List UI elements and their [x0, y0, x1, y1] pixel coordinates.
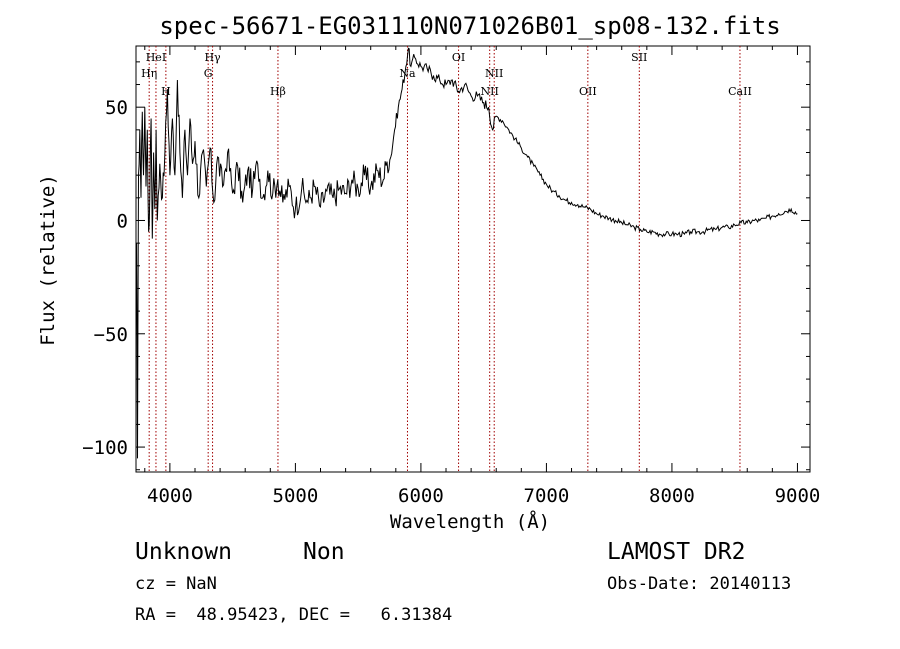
class-label: Unknown [135, 539, 232, 565]
subclass-label: Non [303, 539, 345, 565]
spectral-line-label: Hγ [204, 51, 221, 64]
spectral-line-label: SII [631, 51, 647, 64]
x-tick-label: 8000 [649, 485, 695, 507]
spectral-line-markers [148, 46, 741, 472]
spectral-line-label: HeI [146, 51, 166, 64]
spectral-line-label: Na [399, 67, 416, 80]
spectral-line-label: NII [481, 85, 499, 98]
x-axis-ticks: 4000 5000 6000 7000 8000 9000 [144, 46, 821, 507]
chart-title: spec-56671-EG031110N071026B01_sp08-132.f… [159, 12, 780, 40]
cz-text: cz = NaN [135, 574, 217, 594]
y-tick-label: −50 [94, 324, 128, 346]
x-tick-label: 6000 [398, 485, 444, 507]
y-tick-label: 50 [105, 97, 128, 119]
y-tick-label: −100 [82, 437, 128, 459]
spectral-line-label: G [204, 67, 213, 80]
y-tick-label: 0 [117, 210, 128, 232]
plot-area: Hη HeI H Hγ G Hβ Na OI NII NII OII SII CaII 4000 5000… [82, 45, 821, 507]
obs-date-text: Obs-Date: 20140113 [607, 574, 791, 594]
spectral-line-label: CaII [728, 85, 752, 98]
x-tick-label: 7000 [524, 485, 570, 507]
x-tick-label: 9000 [775, 485, 821, 507]
spectral-line-label: OII [579, 85, 597, 98]
coords-text: RA = 48.95423, DEC = 6.31384 [135, 605, 452, 625]
spectrum-series [136, 47, 798, 459]
survey-label: LAMOST DR2 [607, 539, 745, 565]
spectral-line-label: H [161, 85, 171, 98]
x-tick-label: 4000 [147, 485, 193, 507]
footer-info: Unknown Non LAMOST DR2 cz = NaN Obs-Date… [135, 539, 791, 625]
y-axis-label: Flux (relative) [37, 174, 59, 346]
x-axis-label: Wavelength (Å) [390, 510, 550, 533]
x-tick-label: 5000 [273, 485, 319, 507]
spectral-line-label: OI [452, 51, 465, 64]
spectral-line-label: Hβ [270, 85, 286, 98]
spectral-line-label: NII [485, 67, 503, 80]
spectral-line-labels: Hη HeI H Hγ G Hβ Na OI NII NII OII SII CaII [141, 51, 752, 98]
y-axis-ticks: −100 −50 0 50 [82, 61, 810, 471]
plot-frame [135, 45, 811, 473]
spectral-line-label: Hη [141, 67, 157, 80]
